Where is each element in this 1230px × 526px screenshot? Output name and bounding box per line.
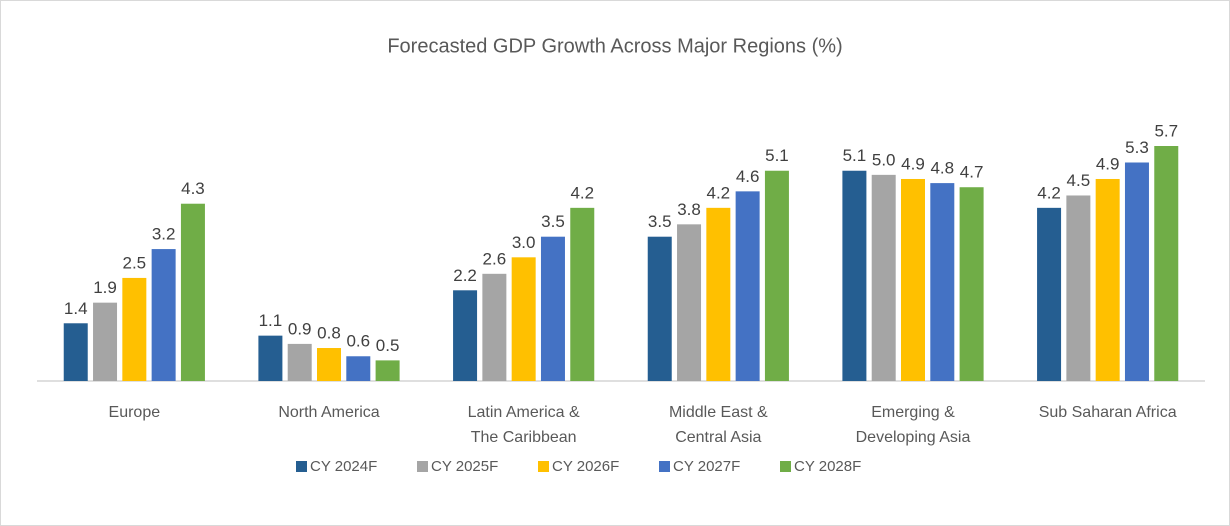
data-label: 5.1: [765, 146, 789, 165]
data-label: 2.5: [123, 253, 147, 272]
legend-label: CY 2028F: [794, 458, 861, 475]
data-label: 4.9: [901, 154, 925, 173]
data-label: 4.2: [570, 183, 594, 202]
data-label: 3.8: [677, 200, 701, 219]
data-label: 1.4: [64, 299, 88, 318]
bar: [842, 170, 867, 381]
legend-swatch: [538, 461, 549, 472]
data-label: 3.0: [512, 233, 536, 252]
legend-swatch: [780, 461, 791, 472]
bar: [871, 174, 896, 381]
data-label: 5.3: [1125, 138, 1149, 157]
x-tick-label: Middle East &: [669, 404, 768, 421]
data-label: 0.6: [346, 332, 370, 351]
data-label: 4.2: [707, 183, 731, 202]
data-label: 3.5: [648, 212, 672, 231]
bar: [180, 203, 205, 381]
bar: [1154, 146, 1179, 381]
data-label: 1.9: [93, 278, 117, 297]
data-label: 2.2: [453, 266, 477, 285]
x-tick-label: Europe: [109, 404, 161, 421]
data-label: 4.2: [1037, 183, 1061, 202]
bar: [706, 207, 731, 381]
bar: [151, 249, 176, 381]
bar: [93, 302, 118, 381]
data-label: 2.6: [483, 249, 507, 268]
data-label: 4.7: [960, 163, 984, 182]
legend-swatch: [296, 461, 307, 472]
bar: [317, 348, 341, 381]
x-tick-label: North America: [278, 404, 379, 421]
data-label: 5.0: [872, 150, 896, 169]
legend-label: CY 2024F: [310, 458, 377, 475]
bar: [735, 191, 760, 381]
legend-label: CY 2025F: [431, 458, 498, 475]
x-tick-label: Central Asia: [675, 429, 761, 446]
data-label: 4.9: [1096, 154, 1120, 173]
data-label: 0.8: [317, 324, 341, 343]
data-label: 5.7: [1154, 121, 1178, 140]
bar: [346, 356, 371, 381]
x-tick-label: Sub Saharan Africa: [1039, 404, 1177, 421]
data-label: 3.5: [541, 212, 565, 231]
data-label: 0.5: [376, 336, 400, 355]
data-label: 4.5: [1067, 171, 1091, 190]
bar: [930, 183, 955, 381]
bar: [677, 224, 702, 381]
legend-label: CY 2027F: [673, 458, 740, 475]
legend-swatch: [659, 461, 670, 472]
bar: [1124, 162, 1149, 381]
bar: [453, 290, 478, 381]
x-tick-label: The Caribbean: [471, 429, 577, 446]
data-label: 3.2: [152, 225, 176, 244]
data-label: 0.9: [288, 319, 312, 338]
bar: [1037, 207, 1062, 381]
bar: [570, 207, 595, 381]
bar: [901, 178, 925, 381]
bar: [959, 187, 984, 381]
bar: [764, 170, 789, 381]
x-tick-label: Developing Asia: [856, 429, 971, 446]
bar: [375, 360, 400, 381]
data-label: 1.1: [259, 311, 283, 330]
bar: [511, 257, 536, 381]
bar: [122, 277, 147, 381]
bar: [287, 343, 312, 381]
chart-title: Forecasted GDP Growth Across Major Regio…: [387, 35, 842, 57]
data-label: 5.1: [843, 146, 867, 165]
bar: [258, 335, 283, 381]
x-tick-label: Latin America &: [468, 404, 580, 421]
bar: [482, 273, 507, 381]
data-label: 4.8: [930, 159, 954, 178]
data-label: 4.6: [736, 167, 760, 186]
data-label: 4.3: [181, 179, 205, 198]
legend-label: CY 2026F: [552, 458, 619, 475]
bar: [1095, 178, 1120, 381]
bar: [63, 323, 88, 381]
x-tick-label: Emerging &: [871, 404, 955, 421]
legend-swatch: [417, 461, 428, 472]
bar: [1066, 195, 1091, 381]
bar: [540, 236, 565, 381]
bar: [647, 236, 672, 381]
